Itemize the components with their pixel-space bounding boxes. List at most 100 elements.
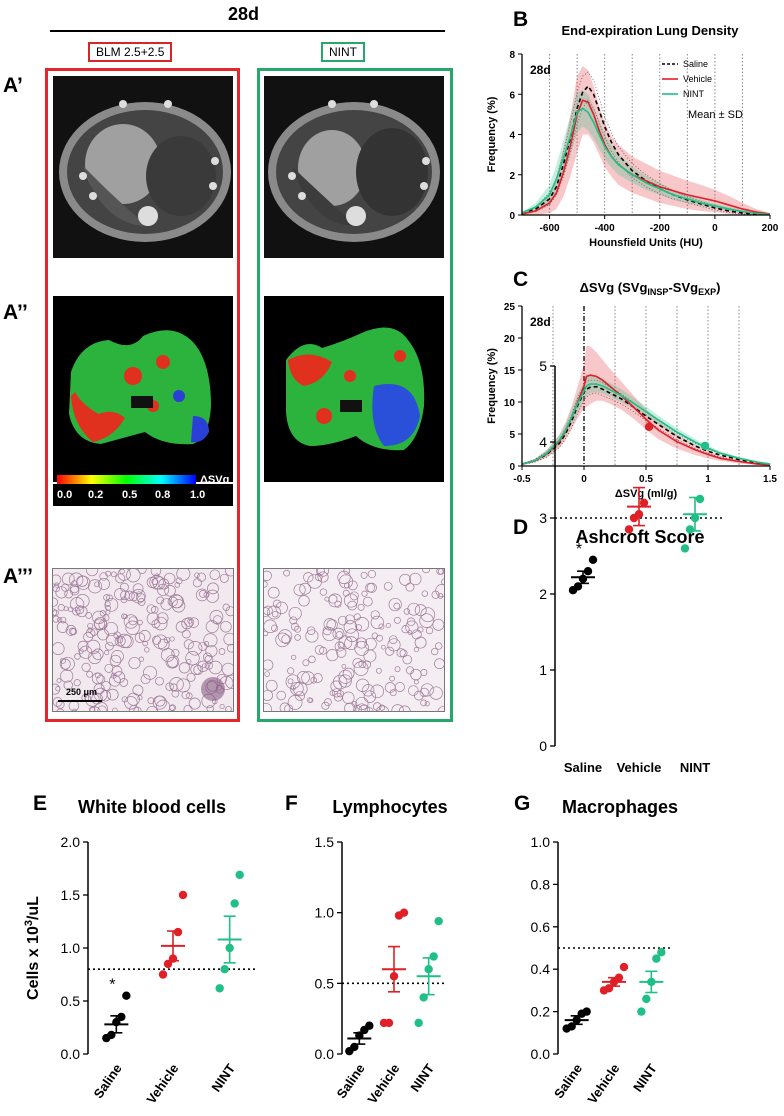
alveolus-shape: [203, 633, 218, 648]
alveolus-shape: [431, 590, 440, 599]
alveolus-shape: [431, 647, 439, 656]
y-axis-label: Frequency (%): [486, 348, 498, 424]
data-point-nint: [414, 1018, 423, 1028]
alveolus-shape: [271, 610, 279, 618]
alveolus-shape: [276, 690, 286, 701]
alveolus-shape: [100, 681, 111, 691]
alveolus-shape: [370, 610, 380, 620]
alveolus-shape: [168, 594, 183, 609]
colorbar-tick-0: 0.0: [57, 489, 73, 501]
alveolus-shape: [207, 582, 219, 595]
alveolus-shape: [131, 589, 146, 604]
category-label: Vehicle: [584, 1061, 622, 1106]
y-tick-label: 6: [509, 90, 515, 101]
alveolus-shape: [72, 708, 78, 711]
alveolus-shape: [389, 675, 395, 682]
alveolus-shape: [99, 572, 108, 581]
alveolus-shape: [275, 632, 290, 648]
alveolus-shape: [163, 636, 171, 644]
alveolus-shape: [188, 697, 201, 710]
alveolus-shape: [355, 703, 369, 711]
data-point-nint: [700, 441, 710, 450]
alveolus-shape: [113, 671, 126, 684]
alveolus-shape: [294, 625, 301, 633]
alveolus-shape: [376, 634, 383, 642]
alveolus-shape: [147, 697, 155, 705]
alveolus-shape: [372, 702, 382, 711]
legend: Saline Vehicle NINT: [662, 59, 712, 99]
alveolus-shape: [437, 593, 444, 599]
alveolus-shape: [338, 669, 353, 684]
group-tag-nint: NINT: [321, 42, 365, 62]
alveolus-shape: [152, 576, 166, 590]
alveolus-shape: [393, 602, 401, 610]
data-point-vehicle: [644, 422, 654, 431]
alveolus-shape: [69, 572, 84, 587]
alveolus-shape: [169, 705, 175, 711]
alveolus-shape: [344, 636, 358, 650]
alveolus-shape: [90, 628, 98, 636]
alveolus-shape: [332, 627, 345, 640]
alveolus-shape: [60, 656, 75, 671]
alveolus-shape: [357, 603, 365, 611]
alveolus-shape: [91, 672, 104, 685]
alveolus-shape: [206, 704, 214, 711]
alveolus-shape: [264, 689, 273, 701]
colorbar-tick-3: 0.8: [155, 489, 171, 501]
y-tick-label: 1: [539, 662, 547, 678]
alveolus-shape: [204, 655, 214, 664]
alveolus-shape: [104, 597, 119, 612]
data-point-nint: [434, 916, 443, 926]
data-point-nint: [657, 948, 666, 957]
y-tick-label: 5: [539, 358, 547, 374]
alveolus-shape: [408, 685, 419, 696]
alveolus-shape: [60, 669, 74, 683]
alveolus-shape: [142, 640, 148, 647]
panel-letter-a1: A’: [3, 74, 23, 97]
alveolus-shape: [362, 596, 373, 607]
data-point-nint: [652, 954, 661, 963]
alveolus-shape: [128, 656, 141, 670]
chart-annotation: 28d: [530, 63, 551, 77]
alveolus-shape: [88, 650, 102, 665]
alveolus-shape: [363, 690, 377, 703]
y-tick-label: 3: [539, 510, 547, 526]
alveolus-shape: [361, 590, 368, 597]
alveolus-shape: [85, 692, 100, 707]
alveolus-shape: [317, 569, 329, 577]
alveolus-shape: [405, 582, 415, 592]
colorbar-ticks: [53, 484, 233, 506]
alveolus-shape: [208, 660, 223, 675]
histology-image-nint: [263, 568, 445, 712]
alveolus-shape: [337, 570, 351, 585]
category-label: Vehicle: [364, 1061, 402, 1106]
alveolus-shape: [198, 641, 208, 651]
alveolus-shape: [417, 626, 424, 633]
data-point-saline: [365, 1021, 374, 1030]
y-tick-label: 2.0: [61, 834, 81, 850]
alveolus-shape: [308, 655, 316, 664]
alveolus-shape: [92, 648, 104, 660]
alveolus-shape: [60, 657, 66, 664]
alveolus-shape: [183, 704, 193, 711]
y-axis-label: Cells x 103/uL: [23, 896, 42, 1000]
alveolus-shape: [279, 702, 291, 711]
alveolus-shape: [388, 597, 402, 612]
alveolus-shape: [281, 634, 292, 645]
data-point-vehicle: [399, 908, 409, 917]
alveolus-shape: [183, 639, 194, 650]
chart-title: Lymphocytes: [332, 797, 447, 817]
alveolus-shape: [299, 582, 312, 595]
alveolus-shape: [302, 659, 310, 667]
data-point-vehicle: [619, 962, 629, 972]
category-label: NINT: [630, 1061, 660, 1094]
alveolus-shape: [330, 680, 342, 692]
category-label: NINT: [680, 760, 710, 775]
category-label: NINT: [208, 1061, 238, 1094]
alveolus-shape: [53, 642, 65, 655]
data-point-saline: [588, 555, 598, 564]
alveolus-shape: [278, 629, 293, 644]
alveolus-shape: [89, 706, 101, 711]
series-line-nint: [521, 383, 771, 465]
